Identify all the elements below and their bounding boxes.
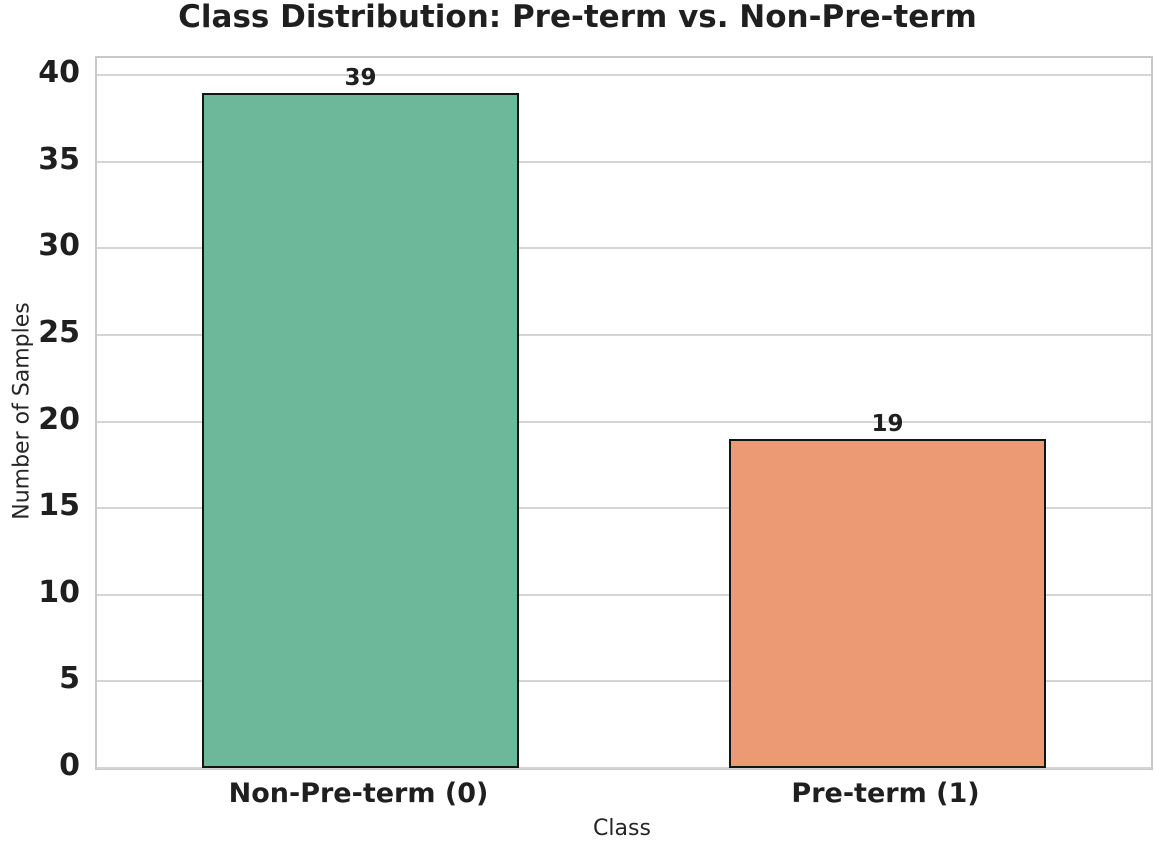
gridline-y-20 (97, 420, 1151, 423)
gridline-y-10 (97, 593, 1151, 596)
bar-value-label-1: 19 (871, 410, 904, 437)
gridline-y-0 (97, 767, 1151, 769)
x-tick-label-1: Pre-term (1) (791, 778, 980, 809)
y-tick-label-5: 5 (59, 661, 80, 697)
bar-0 (202, 92, 519, 768)
y-tick-label-35: 35 (38, 141, 80, 177)
y-tick-label-30: 30 (38, 228, 80, 264)
y-tick-label-0: 0 (59, 748, 80, 783)
chart-title: Class Distribution: Pre-term vs. Non-Pre… (178, 0, 977, 35)
y-tick-label-20: 20 (38, 401, 80, 437)
bar-value-label-0: 39 (344, 64, 377, 91)
y-tick-label-10: 10 (38, 574, 80, 610)
y-tick-label-15: 15 (38, 488, 80, 524)
bar-1 (729, 438, 1046, 768)
y-tick-label-25: 25 (38, 315, 80, 351)
gridline-y-15 (97, 507, 1151, 510)
gridline-y-40 (97, 74, 1151, 77)
gridline-y-5 (97, 680, 1151, 683)
x-tick-label-0: Non-Pre-term (0) (228, 778, 489, 809)
gridline-y-30 (97, 247, 1151, 250)
y-tick-label-40: 40 (38, 55, 80, 91)
gridline-y-35 (97, 160, 1151, 163)
gridline-y-25 (97, 334, 1151, 337)
x-axis-label: Class (593, 816, 651, 841)
plot-area: 39 19 (95, 56, 1153, 770)
